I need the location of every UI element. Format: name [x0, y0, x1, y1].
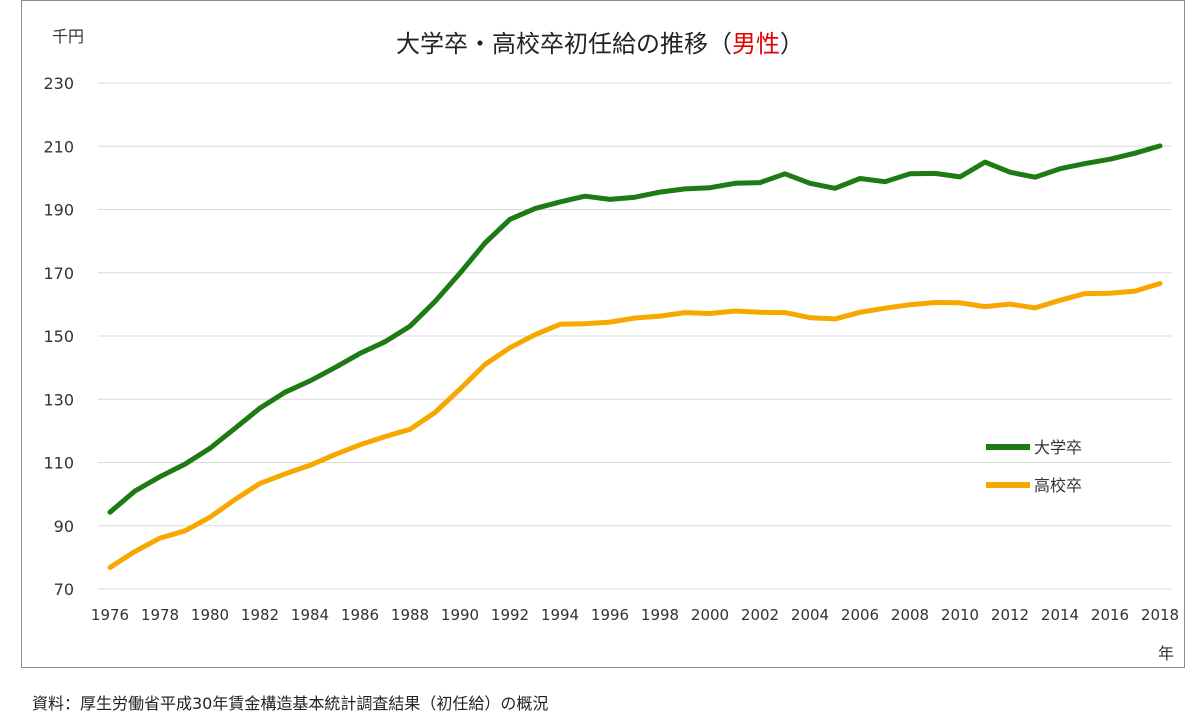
legend: 大学卒 高校卒: [986, 438, 1082, 495]
y-tick-label: 230: [43, 74, 74, 93]
series-lines: [107, 143, 1163, 570]
legend-label-university: 大学卒: [1034, 438, 1082, 457]
x-tick-label: 1986: [341, 606, 379, 624]
y-tick-label: 170: [43, 264, 74, 283]
x-tick-label: 2008: [891, 606, 929, 624]
x-tick-label: 2012: [991, 606, 1029, 624]
x-tick-label: 1984: [291, 606, 329, 624]
y-tick-label: 130: [43, 390, 74, 409]
source-note: 資料：厚生労働省平成30年賃金構造基本統計調査結果（初任給）の概況: [32, 694, 549, 713]
x-tick-label: 2004: [791, 606, 829, 624]
y-tick-label: 210: [43, 137, 74, 156]
x-axis-unit-label: 年: [1158, 644, 1174, 663]
x-tick-label: 1998: [641, 606, 679, 624]
y-tick-label: 110: [43, 454, 74, 473]
chart-title-gender: 男性: [732, 30, 780, 58]
chart-title-main: 大学卒・高校卒初任給の推移（: [396, 30, 732, 58]
x-tick-label: 1980: [191, 606, 229, 624]
x-tick-label: 2006: [841, 606, 879, 624]
x-tick-label: 2014: [1041, 606, 1079, 624]
y-tick-label: 70: [54, 580, 74, 599]
gridlines: [98, 82, 1172, 590]
x-tick-label: 2010: [941, 606, 979, 624]
legend-label-highschool: 高校卒: [1034, 476, 1082, 495]
x-tick-label: 2000: [691, 606, 729, 624]
y-axis-unit-label: 千円: [52, 27, 84, 46]
x-tick-label: 1976: [91, 606, 129, 624]
x-tick-label: 2002: [741, 606, 779, 624]
y-axis-ticks: 70 90 110 130 150 170 190 210 230: [43, 74, 74, 599]
y-tick-label: 150: [43, 327, 74, 346]
x-tick-label: 1996: [591, 606, 629, 624]
y-tick-label: 190: [43, 201, 74, 220]
x-tick-label: 1988: [391, 606, 429, 624]
x-tick-label: 1990: [441, 606, 479, 624]
y-tick-label: 90: [54, 517, 74, 536]
x-axis-ticks: 1976 1978 1980 1982 1984 1986 1988 1990 1992 1994…: [91, 606, 1179, 624]
chart-title-end: ）: [780, 30, 804, 58]
x-tick-label: 2016: [1091, 606, 1129, 624]
x-tick-label: 1978: [141, 606, 179, 624]
x-tick-label: 1982: [241, 606, 279, 624]
x-tick-label: 2018: [1141, 606, 1179, 624]
series-line-university: [107, 143, 1163, 515]
series-line-highschool: [107, 281, 1163, 570]
x-tick-label: 1992: [491, 606, 529, 624]
x-tick-label: 1994: [541, 606, 579, 624]
chart-title: 大学卒・高校卒初任給の推移（男性）: [396, 30, 804, 58]
chart-frame: [21, 0, 1185, 668]
